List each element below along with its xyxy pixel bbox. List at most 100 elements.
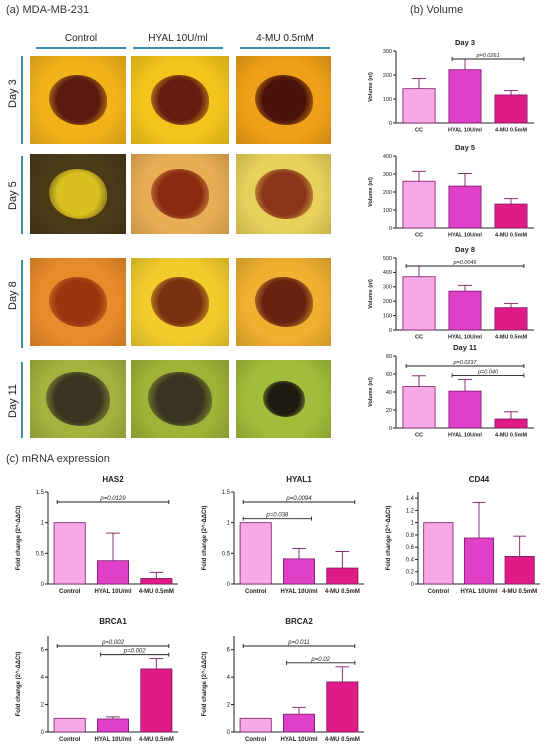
y-axis-label: Fold change (2^-ΔΔCt) [202, 506, 208, 571]
x-tick-label: 4-MU 0.5mM [502, 589, 537, 595]
bar [494, 307, 528, 331]
y-tick-label: 1.5 [36, 490, 45, 496]
spheroid-photo [30, 154, 126, 234]
x-tick-label: CC [415, 128, 423, 134]
y-tick-label: 400 [383, 154, 392, 160]
row-label-day8: Day 8 [7, 281, 19, 310]
bar [448, 390, 482, 429]
x-tick-label: 4-MU 0.5mM [325, 589, 360, 595]
p-value-label: p=0.038 [265, 513, 289, 519]
y-tick-label: 200 [383, 190, 392, 196]
y-axis-label: Volume (nl) [368, 377, 374, 407]
x-tick-label: HYAL 10U/ml [448, 335, 482, 341]
y-tick-label: 0 [227, 730, 231, 736]
x-tick-label: 4-MU 0.5mM [139, 737, 174, 743]
p-value-label: p=0.002 [101, 640, 125, 646]
chart-title: HYAL1 [286, 475, 312, 484]
x-tick-label: HYAL 10U/ml [280, 737, 317, 743]
y-tick-label: 20 [386, 408, 392, 414]
y-tick-label: 0 [227, 582, 231, 588]
bar [463, 537, 495, 585]
x-tick-label: Control [245, 589, 267, 595]
chart-title: CD44 [469, 475, 490, 484]
y-tick-label: 1.5 [222, 490, 231, 496]
y-tick-label: 0.4 [406, 557, 415, 563]
volume-chart-day3: Day 3 Volume (nl) 0 100 200 300 CC HYAL 10U/ml 4… [368, 38, 534, 134]
x-tick-label: 4-MU 0.5mM [495, 335, 528, 341]
y-tick-label: 300 [383, 285, 392, 291]
p-value-label: p=0.0094 [285, 496, 312, 502]
x-tick-label: HYAL 10U/ml [448, 233, 482, 239]
bar [140, 578, 173, 585]
y-axis-label: Volume (nl) [368, 177, 374, 207]
y-tick-label: 0.8 [406, 533, 415, 539]
bar [53, 717, 86, 733]
bar [239, 522, 272, 585]
y-tick-label: 500 [383, 256, 392, 262]
chart-title: Day 3 [455, 38, 475, 47]
bar [140, 668, 173, 733]
mrna-chart-hyal1: HYAL1 Fold change (2^-ΔΔCt) 0 0.5 1 1.5 Contro… [202, 475, 364, 595]
volume-chart-day8: Day 8 Volume (nl) 0 100 200 300 400 500 CC HYAL 1… [368, 245, 534, 341]
y-tick-label: 0 [389, 328, 392, 334]
y-axis-label: Fold change (2^-ΔΔCt) [386, 506, 392, 571]
volume-chart-day11: Day 11 Volume (nl) 0 20 40 60 80 CC HYAL 10U/ml 4… [368, 343, 534, 439]
y-tick-label: 100 [383, 313, 392, 319]
panel-c-title: (c) mRNA expression [6, 453, 110, 465]
bar [326, 567, 359, 585]
y-tick-label: 0.5 [222, 551, 231, 557]
bar [402, 88, 436, 124]
bar [326, 681, 359, 733]
row-label-day3: Day 3 [7, 79, 19, 108]
x-tick-label: HYAL 10U/ml [280, 589, 317, 595]
x-tick-label: 4-MU 0.5mM [325, 737, 360, 743]
row-label-line [21, 362, 23, 438]
row-label-line [21, 56, 23, 144]
p-value-label: p=0.0129 [99, 496, 126, 502]
x-tick-label: 4-MU 0.5mM [495, 128, 528, 134]
y-tick-label: 0.2 [406, 570, 415, 576]
spheroid-blob [254, 169, 313, 219]
y-tick-label: 0.5 [36, 551, 45, 557]
chart-title: Day 11 [453, 343, 477, 352]
row-label-day11: Day 11 [7, 383, 19, 418]
spheroid-blob [151, 277, 209, 327]
spheroid-blob [254, 75, 313, 125]
panel-a-title: (a) MDA-MB-231 [6, 4, 90, 16]
row-label-day5: Day 5 [7, 181, 19, 210]
bar [283, 713, 316, 733]
p-value-label: p=0.0261 [475, 53, 499, 59]
spheroid-blob [151, 169, 209, 219]
spheroid-blob [148, 371, 212, 427]
bar [448, 290, 482, 331]
bar [448, 185, 482, 229]
bar [402, 386, 436, 429]
p-value-label: p=0.011 [287, 640, 309, 646]
spheroid-photo [131, 56, 229, 144]
y-tick-label: 6 [227, 648, 231, 654]
p-value-label: p=0.0237 [452, 360, 477, 366]
y-tick-label: 40 [386, 390, 392, 396]
y-tick-label: 60 [386, 372, 392, 378]
y-tick-label: 2 [227, 703, 231, 709]
mrna-chart-cd44: CD44 Fold change (2^-ΔΔCt) 0 0.2 0.4 0.6 0.8 1 1… [386, 475, 540, 595]
y-tick-label: 200 [383, 73, 392, 79]
bar [448, 69, 482, 124]
spheroid-photo [30, 258, 126, 346]
spheroid-photo [236, 360, 331, 438]
x-tick-label: CC [415, 433, 423, 439]
bar [53, 522, 86, 585]
y-tick-label: 200 [383, 299, 392, 305]
y-tick-label: 4 [227, 675, 231, 681]
y-tick-label: 300 [383, 49, 392, 55]
bar [283, 558, 316, 585]
bar [239, 717, 272, 733]
chart-title: Day 8 [455, 245, 475, 254]
spheroid-blob [151, 75, 209, 125]
y-tick-label: 0 [411, 582, 415, 588]
y-tick-label: 0 [389, 121, 392, 127]
bar [504, 556, 535, 585]
y-tick-label: 0 [41, 730, 45, 736]
mrna-chart-brca2: BRCA2 Fold change (2^-ΔΔCt) 0 2 4 6 Control HYA… [202, 617, 364, 743]
y-tick-label: 300 [383, 172, 392, 178]
